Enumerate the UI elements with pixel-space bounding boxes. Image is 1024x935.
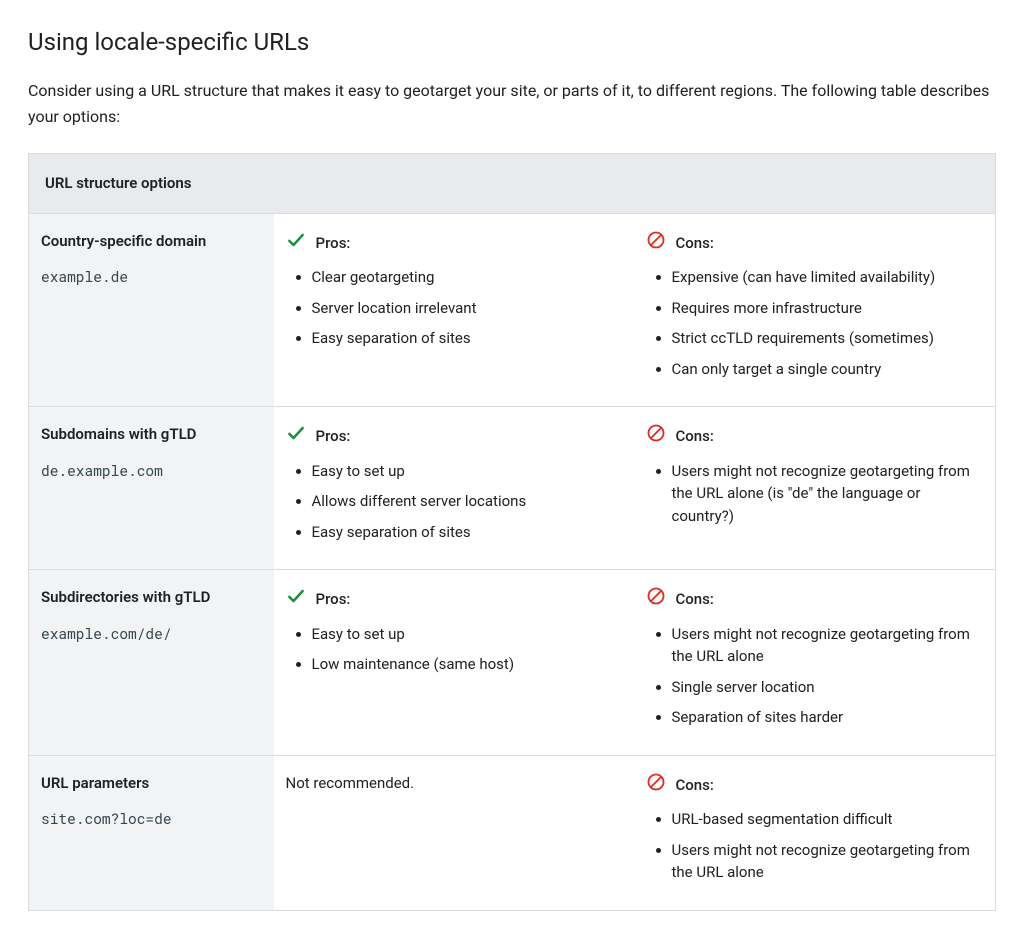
list-item: Strict ccTLD requirements (sometimes) <box>672 327 984 350</box>
option-example: example.de <box>41 266 262 288</box>
list-item: URL-based segmentation difficult <box>672 808 984 831</box>
no-icon <box>646 772 666 799</box>
cons-list: Users might not recognize geotargeting f… <box>646 623 984 729</box>
list-item: Easy separation of sites <box>312 327 622 350</box>
option-label-cell: Subdirectories with gTLD example.com/de/ <box>29 570 274 756</box>
list-item: Easy separation of sites <box>312 521 622 544</box>
cons-header: Cons: <box>646 772 984 799</box>
pros-header: Pros: <box>286 230 622 257</box>
option-name: Country-specific domain <box>41 230 262 253</box>
option-example: example.com/de/ <box>41 623 262 645</box>
cons-cell: Cons: Users might not recognize geotarget… <box>634 570 996 756</box>
pros-cell: Pros: Easy to set up Allows different serv… <box>274 407 634 570</box>
list-item: Users might not recognize geotargeting f… <box>672 839 984 884</box>
list-item: Allows different server locations <box>312 490 622 513</box>
pros-header: Pros: <box>286 423 622 450</box>
option-name: URL parameters <box>41 772 262 795</box>
option-label-cell: URL parameters site.com?loc=de <box>29 755 274 910</box>
option-label-cell: Country-specific domain example.de <box>29 213 274 407</box>
cons-label: Cons: <box>676 774 714 797</box>
cons-label: Cons: <box>676 232 714 255</box>
pros-label: Pros: <box>316 588 351 611</box>
cons-label: Cons: <box>676 425 714 448</box>
pros-header: Pros: <box>286 586 622 613</box>
cons-header: Cons: <box>646 586 984 613</box>
list-item: Users might not recognize geotargeting f… <box>672 460 984 528</box>
option-label-cell: Subdomains with gTLD de.example.com <box>29 407 274 570</box>
cons-cell: Cons: Expensive (can have limited availab… <box>634 213 996 407</box>
option-example: de.example.com <box>41 460 262 482</box>
list-item: Server location irrelevant <box>312 297 622 320</box>
table-row: URL parameters site.com?loc=de Not recomme… <box>29 755 996 910</box>
pros-label: Pros: <box>316 425 351 448</box>
check-icon <box>286 586 306 613</box>
pros-list: Easy to set up Low maintenance (same host… <box>286 623 622 676</box>
cons-header: Cons: <box>646 423 984 450</box>
pros-label: Pros: <box>316 232 351 255</box>
cons-list: Users might not recognize geotargeting f… <box>646 460 984 528</box>
cons-label: Cons: <box>676 588 714 611</box>
list-item: Can only target a single country <box>672 358 984 381</box>
list-item: Expensive (can have limited availability… <box>672 266 984 289</box>
pros-cell: Not recommended. <box>274 755 634 910</box>
table-row: Subdirectories with gTLD example.com/de/P… <box>29 570 996 756</box>
list-item: Easy to set up <box>312 460 622 483</box>
cons-cell: Cons: Users might not recognize geotarget… <box>634 407 996 570</box>
no-icon <box>646 586 666 613</box>
no-icon <box>646 230 666 257</box>
pros-cell: Pros: Easy to set up Low maintenance (same… <box>274 570 634 756</box>
cons-list: Expensive (can have limited availability… <box>646 266 984 380</box>
list-item: Users might not recognize geotargeting f… <box>672 623 984 668</box>
list-item: Easy to set up <box>312 623 622 646</box>
page-title: Using locale-specific URLs <box>28 24 996 60</box>
list-item: Low maintenance (same host) <box>312 653 622 676</box>
list-item: Clear geotargeting <box>312 266 622 289</box>
option-name: Subdirectories with gTLD <box>41 586 262 609</box>
table-row: Subdomains with gTLD de.example.com Pros: E… <box>29 407 996 570</box>
intro-paragraph: Consider using a URL structure that make… <box>28 78 996 129</box>
list-item: Requires more infrastructure <box>672 297 984 320</box>
no-icon <box>646 423 666 450</box>
list-item: Single server location <box>672 676 984 699</box>
check-icon <box>286 230 306 257</box>
cons-cell: Cons: URL-based segmentation difficult Use… <box>634 755 996 910</box>
check-icon <box>286 423 306 450</box>
cons-list: URL-based segmentation difficult Users mi… <box>646 808 984 884</box>
pros-cell: Pros: Clear geotargeting Server location i… <box>274 213 634 407</box>
option-example: site.com?loc=de <box>41 808 262 830</box>
option-name: Subdomains with gTLD <box>41 423 262 446</box>
pros-list: Clear geotargeting Server location irrele… <box>286 266 622 350</box>
list-item: Separation of sites harder <box>672 706 984 729</box>
pros-plain-text: Not recommended. <box>286 772 622 795</box>
cons-header: Cons: <box>646 230 984 257</box>
table-row: Country-specific domain example.de Pros: Cl… <box>29 213 996 407</box>
pros-list: Easy to set up Allows different server lo… <box>286 460 622 544</box>
url-options-table: URL structure options Country-specific d… <box>28 153 996 911</box>
table-header: URL structure options <box>29 154 996 214</box>
